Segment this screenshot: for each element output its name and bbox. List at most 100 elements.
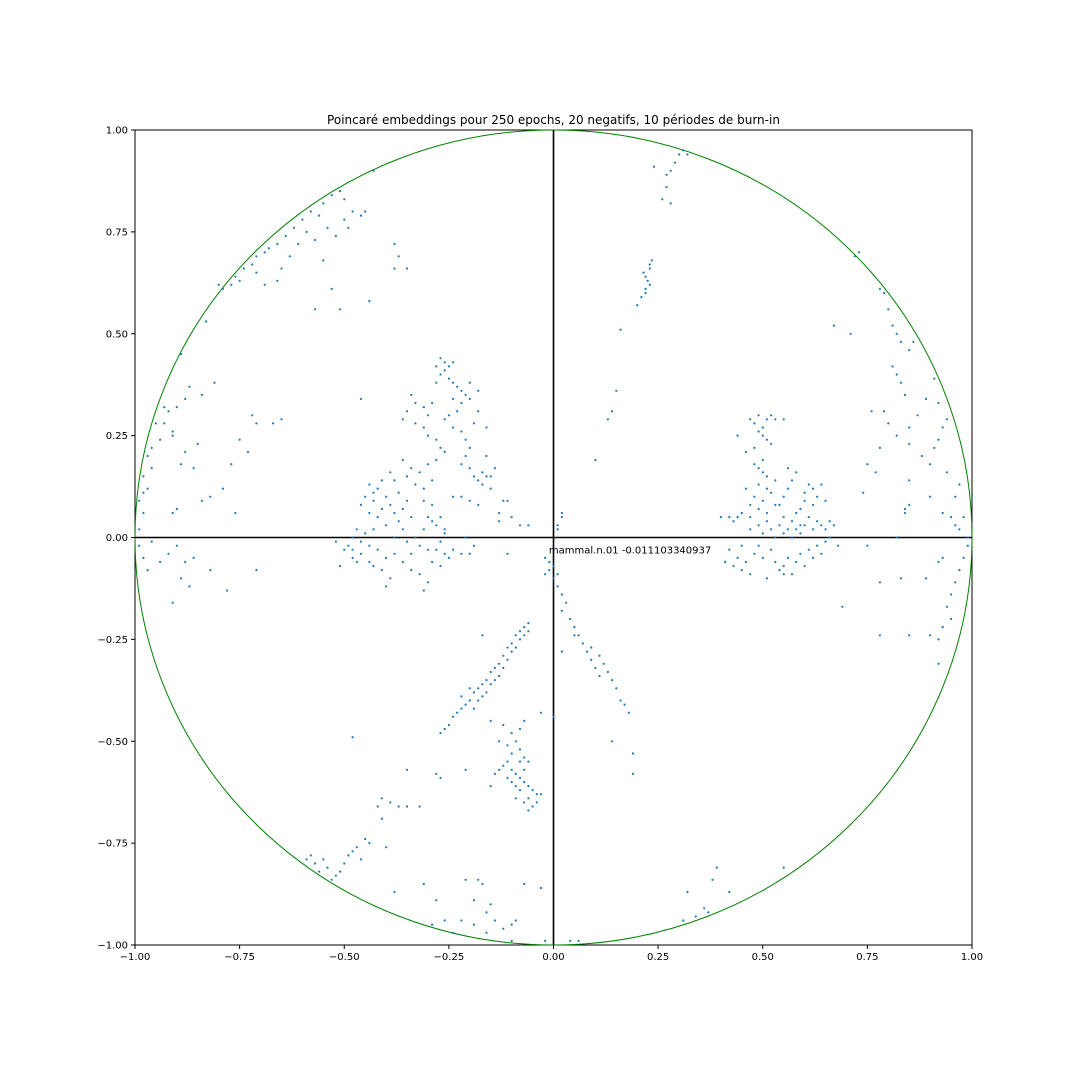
data-point xyxy=(167,552,170,555)
data-point xyxy=(749,418,752,421)
data-point xyxy=(196,442,199,445)
data-point xyxy=(150,467,153,470)
data-point xyxy=(682,919,685,922)
data-point xyxy=(138,499,141,502)
data-point xyxy=(431,923,434,926)
data-point xyxy=(255,422,258,425)
data-point xyxy=(493,772,496,776)
data-point xyxy=(560,516,564,519)
data-point xyxy=(255,569,258,572)
data-point xyxy=(736,556,739,560)
data-point xyxy=(171,434,174,437)
data-point xyxy=(544,573,547,576)
data-point xyxy=(753,495,756,498)
data-point xyxy=(945,471,949,474)
data-point xyxy=(464,536,467,539)
data-point xyxy=(355,560,358,564)
data-point xyxy=(966,544,969,547)
data-point xyxy=(770,528,773,531)
data-point xyxy=(761,459,764,462)
data-point xyxy=(883,291,886,295)
data-point xyxy=(648,267,651,270)
data-point xyxy=(431,520,434,523)
data-point xyxy=(510,516,513,519)
data-point xyxy=(443,361,446,364)
data-point xyxy=(531,805,534,808)
data-point xyxy=(477,503,480,506)
data-point xyxy=(539,886,543,890)
data-point xyxy=(351,548,354,551)
data-point xyxy=(489,719,492,723)
data-point xyxy=(556,524,559,527)
data-point xyxy=(506,646,509,649)
data-point xyxy=(372,491,375,494)
data-point xyxy=(431,479,434,482)
data-point xyxy=(372,528,375,531)
data-point xyxy=(598,674,601,678)
data-point xyxy=(493,679,496,682)
data-point xyxy=(958,483,961,486)
data-point xyxy=(372,564,375,568)
mammal-annotation: mammal.n.01 -0.011103340937 xyxy=(549,546,711,557)
data-point xyxy=(765,475,769,478)
data-point xyxy=(527,622,530,625)
data-point xyxy=(464,878,467,881)
data-point xyxy=(757,414,760,417)
data-point xyxy=(422,426,425,429)
data-point xyxy=(485,679,488,682)
data-point xyxy=(452,931,455,934)
data-point xyxy=(648,283,651,286)
data-point xyxy=(778,569,781,572)
data-point xyxy=(556,528,559,531)
data-point xyxy=(506,658,509,661)
data-point xyxy=(439,564,442,568)
data-point xyxy=(485,475,488,478)
data-point xyxy=(749,516,752,519)
data-point xyxy=(460,552,463,555)
data-point xyxy=(464,393,467,396)
data-point xyxy=(650,259,653,262)
data-point xyxy=(878,634,882,637)
data-point xyxy=(292,226,296,229)
data-point xyxy=(518,748,522,751)
data-point xyxy=(924,577,928,580)
data-point xyxy=(343,862,346,865)
data-point xyxy=(502,666,505,670)
data-point xyxy=(518,760,522,763)
data-point xyxy=(724,560,727,564)
data-point xyxy=(452,495,455,498)
data-point xyxy=(891,365,894,368)
data-point xyxy=(372,169,375,172)
data-point xyxy=(498,520,501,523)
data-point xyxy=(477,699,480,702)
data-point xyxy=(368,300,371,303)
data-point xyxy=(757,430,760,433)
data-point xyxy=(401,507,404,511)
x-tick-label: 1.00 xyxy=(961,952,983,963)
data-point xyxy=(179,463,183,466)
data-point xyxy=(665,173,668,176)
data-point xyxy=(920,454,923,458)
data-point xyxy=(322,259,325,262)
data-point xyxy=(447,556,450,560)
data-point xyxy=(393,511,396,515)
data-point xyxy=(439,776,442,780)
data-point xyxy=(786,556,790,560)
data-point xyxy=(418,805,421,808)
data-point xyxy=(452,397,455,400)
data-point xyxy=(590,646,593,649)
data-point xyxy=(372,499,375,502)
data-point xyxy=(908,349,911,352)
data-point xyxy=(523,756,526,759)
data-point xyxy=(640,296,643,299)
data-point xyxy=(376,516,379,519)
data-point xyxy=(443,418,446,421)
data-point xyxy=(179,353,183,356)
data-point xyxy=(732,520,735,523)
data-point xyxy=(351,210,354,213)
data-point xyxy=(460,495,463,498)
data-point xyxy=(941,426,944,429)
data-point xyxy=(309,210,312,213)
data-point xyxy=(686,890,689,894)
